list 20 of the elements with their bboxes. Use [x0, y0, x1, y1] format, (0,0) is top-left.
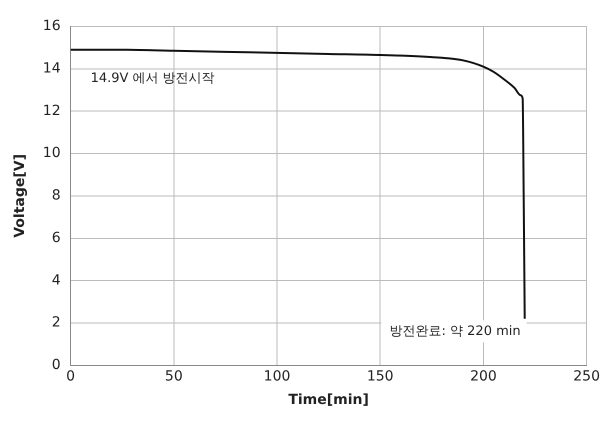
- y-tick-label: 0: [52, 357, 61, 374]
- x-axis-title: Time[min]: [288, 392, 369, 408]
- x-tick-label: 100: [264, 368, 290, 384]
- y-tick-label: 10: [42, 145, 61, 162]
- x-tick-label: 250: [573, 368, 600, 384]
- y-axis-title: Voltage[V]: [12, 154, 28, 238]
- annotation: 방전완료: 약 220 min: [390, 324, 521, 339]
- y-tick-label: 4: [52, 272, 61, 288]
- x-tick-label: 0: [66, 368, 76, 384]
- annotation: 14.9V 에서 방전시작: [90, 70, 215, 86]
- y-tick-label: 6: [52, 230, 61, 246]
- y-tick-label: 2: [52, 314, 61, 331]
- y-tick-label: 14: [42, 60, 61, 76]
- x-tick-label: 150: [366, 368, 394, 384]
- x-tick-label: 200: [470, 368, 497, 384]
- x-tick-label: 50: [164, 368, 183, 384]
- line-series: [70, 48, 526, 320]
- y-tick-label: 12: [42, 102, 61, 119]
- y-tick-label: 8: [52, 188, 61, 204]
- y-tick-label: 16: [42, 18, 61, 34]
